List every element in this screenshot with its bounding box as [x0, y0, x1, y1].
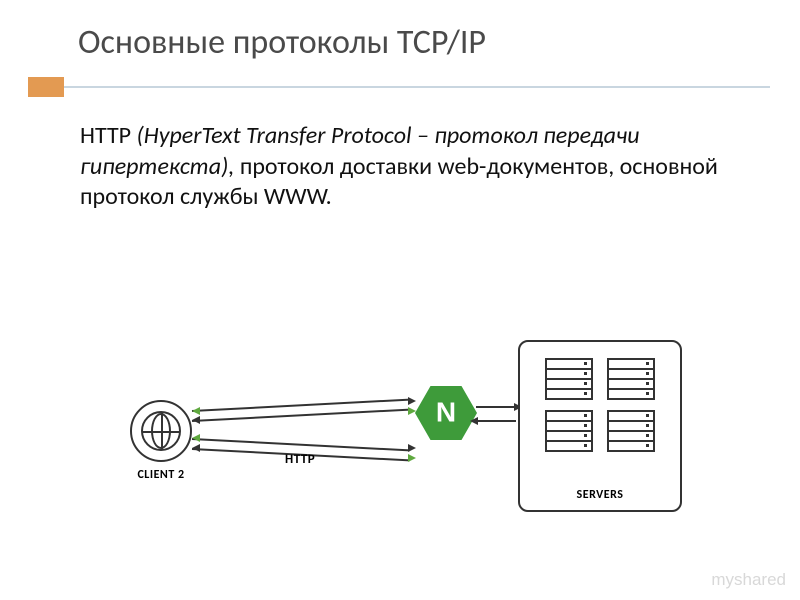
arrow-head-icon	[192, 434, 200, 442]
proxy-hex: N	[415, 386, 477, 440]
servers-box: SERVERS	[518, 340, 682, 512]
servers-label: SERVERS	[520, 488, 680, 502]
arrow-line	[476, 406, 516, 408]
watermark: myshared	[711, 570, 786, 590]
server-icon	[607, 358, 655, 400]
arrow-head-icon	[470, 417, 478, 425]
arrow-head-icon	[192, 407, 200, 415]
server-icon	[607, 410, 655, 452]
client-label: CLIENT 2	[130, 468, 192, 482]
arrow-line	[192, 409, 410, 422]
arrow-head-icon	[408, 397, 416, 405]
title-underline	[0, 77, 800, 97]
client-node: CLIENT 2	[130, 400, 192, 482]
body-prefix: HTTP	[80, 121, 137, 150]
globe-icon	[141, 411, 181, 451]
accent-line	[64, 86, 770, 88]
http-label: HTTP	[285, 452, 315, 467]
arrow-line	[476, 420, 516, 422]
proxy-letter: N	[436, 396, 456, 428]
client-circle	[130, 400, 192, 462]
arrow-head-icon	[408, 407, 416, 415]
server-icon	[545, 410, 593, 452]
arrow-head-icon	[408, 454, 416, 462]
arrow-head-icon	[192, 444, 200, 452]
page-title: Основные протоколы TCP/IP	[78, 22, 800, 63]
http-diagram: CLIENT 2 HTTP N	[130, 330, 690, 550]
arrow-head-icon	[408, 444, 416, 452]
accent-box	[28, 77, 64, 97]
server-icon	[545, 358, 593, 400]
arrow-head-icon	[192, 416, 200, 424]
body-paragraph: HTTP (HyperText Transfer Protocol – прот…	[0, 97, 800, 213]
